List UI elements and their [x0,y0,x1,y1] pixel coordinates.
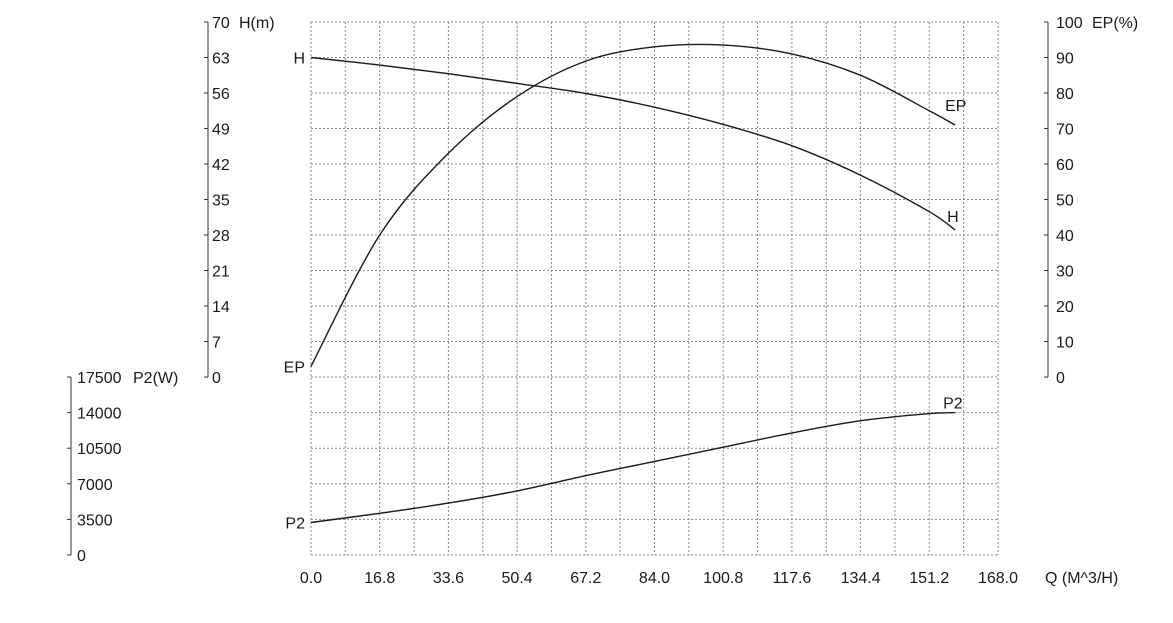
h-end-label: H [947,209,959,226]
efficiency-axis-unit: EP(%) [1092,15,1138,32]
head-axis-unit: H(m) [239,15,275,32]
power-tick-label: 7000 [77,477,113,494]
axes [67,21,1049,556]
head-tick-label: 56 [212,86,230,103]
power-tick-label: 0 [77,548,86,565]
ep-end-label: EP [945,98,966,115]
head-tick-label: 70 [212,15,230,32]
efficiency-tick-label: 60 [1056,157,1074,174]
efficiency-tick-label: 80 [1056,86,1074,103]
head-tick-label: 14 [212,299,230,316]
x-tick-label: 33.6 [433,570,464,587]
x-tick-label: 100.8 [703,570,743,587]
ep-curve [310,43,956,367]
efficiency-tick-label: 100 [1056,15,1083,32]
x-axis-label: Q (M^3/H) [1045,570,1118,587]
efficiency-tick-label: 0 [1056,370,1065,387]
x-tick-label: 0.0 [300,570,322,587]
efficiency-tick-label: 40 [1056,228,1074,245]
head-tick-label: 0 [212,370,221,387]
x-tick-label: 67.2 [570,570,601,587]
x-tick-label: 168.0 [978,570,1018,587]
power-tick-label: 10500 [77,441,122,458]
h-start-label: H [293,51,305,68]
head-tick-label: 35 [212,193,230,210]
x-tick-label: 84.0 [639,570,670,587]
power-tick-label: 17500 [77,370,122,387]
head-tick-label: 63 [212,51,230,68]
efficiency-tick-label: 90 [1056,51,1074,68]
power-tick-label: 3500 [77,512,113,529]
head-tick-label: 7 [212,335,221,352]
efficiency-tick-label: 70 [1056,122,1074,139]
x-tick-label: 134.4 [841,570,881,587]
p2-start-label: P2 [285,515,305,532]
curves [310,43,956,524]
x-tick-label: 151.2 [909,570,949,587]
x-tick-label: 50.4 [502,570,533,587]
power-axis-unit: P2(W) [133,370,178,387]
efficiency-tick-label: 10 [1056,335,1074,352]
head-tick-label: 49 [212,122,230,139]
efficiency-tick-label: 30 [1056,264,1074,281]
power-tick-label: 14000 [77,406,122,423]
p2-end-label: P2 [943,396,963,413]
p2-curve [310,411,956,524]
x-tick-label: 117.6 [772,570,811,587]
head-tick-label: 28 [212,228,230,245]
head-tick-label: 21 [212,264,230,281]
head-tick-label: 42 [212,157,230,174]
grid [310,21,999,556]
efficiency-tick-label: 20 [1056,299,1074,316]
h-curve [310,56,956,231]
labels: 0.0 16.8 33.6 50.4 67.2 84.0 100.8 117.6 134.4 15… [77,15,1138,587]
x-tick-label: 16.8 [364,570,395,587]
ep-start-label: EP [284,359,305,376]
efficiency-tick-label: 50 [1056,193,1074,210]
